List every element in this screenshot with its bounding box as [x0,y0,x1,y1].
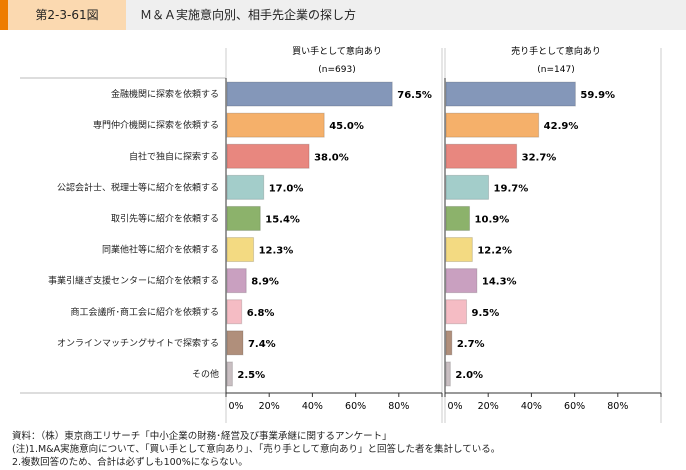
data-label: 59.9% [580,90,615,101]
data-label: 15.4% [265,214,300,225]
panel-title: 売り手として意向あり [511,45,601,57]
category-label: 金融機関に探索を依頼する [111,88,219,100]
bar [226,268,247,294]
bar [226,143,310,169]
category-label: 専門仲介機関に探索を依頼する [93,119,219,131]
data-label: 12.2% [477,246,512,257]
category-label: 自社で独自に探索する [129,150,219,162]
data-label: 32.7% [522,152,557,163]
category-label: オンラインマッチングサイトで探索する [57,337,219,349]
x-tick-label: 40% [521,401,542,412]
bar [445,205,471,231]
x-tick-label: 60% [564,401,585,412]
notes: 資料：（株）東京商工リサーチ「中小企業の財務･経営及び事業承継に関するアンケート… [12,430,500,469]
data-label: 45.0% [329,121,364,132]
panel-subtitle: (n=147) [537,65,574,75]
x-tick-label: 0% [447,401,462,412]
category-label: 商工会議所･商工会に紹介を依頼する [70,306,219,318]
figure-header: 第2-3-61図 Ｍ＆Ａ実施意向別、相手先企業の探し方 [0,0,686,30]
category-label: 同業他社等に紹介を依頼する [102,244,219,256]
data-label: 12.3% [259,246,294,257]
data-label: 9.5% [472,308,500,319]
bar [226,112,325,138]
bar [445,268,478,294]
note-2: 2.複数回答のため、合計は必ずしも100%にならない。 [12,457,248,468]
category-label: 事業引継ぎ支援センターに紹介を依頼する [48,275,219,287]
panel-subtitle: (n=693) [318,65,355,75]
data-label: 2.0% [455,370,483,381]
data-label: 19.7% [494,183,529,194]
category-label: 取引先等に紹介を依頼する [111,212,219,224]
bar [445,81,576,107]
x-tick-label: 0% [228,401,243,412]
data-label: 8.9% [251,277,279,288]
bar [445,143,518,169]
category-label: その他 [192,368,219,380]
bar [445,112,540,138]
bar [445,237,473,263]
bar [445,330,453,356]
bar [226,299,243,325]
source-note: 資料：（株）東京商工リサーチ「中小企業の財務･経営及び事業承継に関するアンケート… [12,431,392,442]
bar [445,361,451,387]
data-label: 6.8% [247,308,275,319]
x-tick-label: 80% [607,401,628,412]
data-label: 7.4% [248,339,276,350]
x-tick-label: 40% [302,401,323,412]
x-tick-label: 20% [478,401,499,412]
bar [226,330,244,356]
x-tick-label: 80% [388,401,409,412]
x-tick-label: 60% [345,401,366,412]
bar [226,81,393,107]
data-label: 42.9% [544,121,579,132]
data-label: 14.3% [482,277,517,288]
bar [226,205,261,231]
bar [226,237,255,263]
data-label: 2.7% [457,339,485,350]
data-label: 17.0% [269,183,304,194]
accent-bar [0,0,8,30]
category-label: 公認会計士、税理士等に紹介を依頼する [57,181,219,193]
chart: 金融機関に探索を依頼する専門仲介機関に探索を依頼する自社で独自に探索する公認会計… [20,45,662,423]
panel-title: 買い手として意向あり [292,45,382,57]
bar [445,174,490,200]
data-label: 38.0% [314,152,349,163]
data-label: 10.9% [475,214,510,225]
bar [226,361,233,387]
data-label: 76.5% [397,90,432,101]
data-label: 2.5% [237,370,265,381]
x-tick-label: 20% [259,401,280,412]
bar [445,299,468,325]
figure-title: Ｍ＆Ａ実施意向別、相手先企業の探し方 [140,8,357,22]
bar [226,174,265,200]
note-1: (注)1.M&A実施意向について、「買い手として意向あり」、「売り手として意向あ… [12,444,501,455]
figure-number: 第2-3-61図 [8,0,126,30]
